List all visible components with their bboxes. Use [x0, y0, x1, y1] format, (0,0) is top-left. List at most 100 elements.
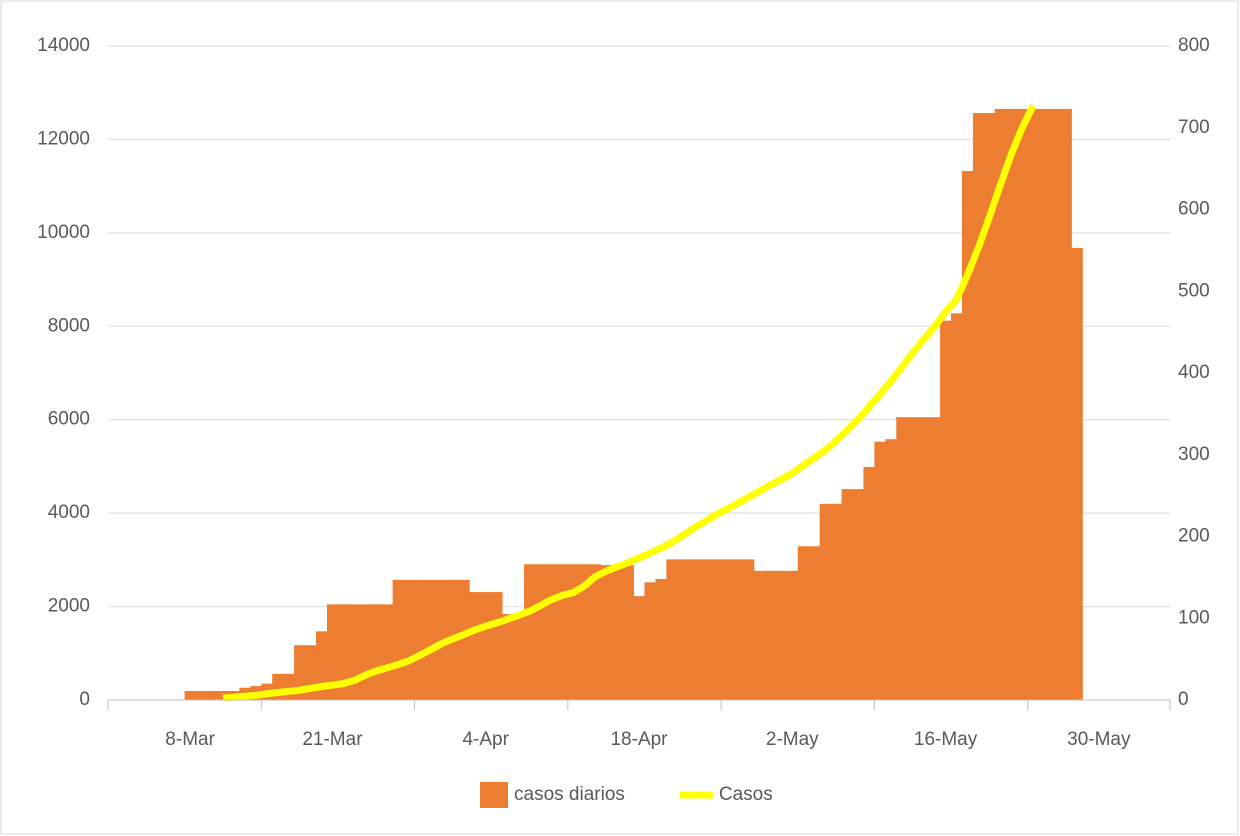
bar — [414, 579, 426, 700]
bar — [808, 546, 821, 700]
bar — [611, 565, 623, 700]
bar — [326, 604, 339, 700]
bar — [852, 489, 864, 700]
x-tick-label: 30-May — [1067, 729, 1131, 750]
bar — [1060, 108, 1072, 700]
bar — [688, 559, 700, 700]
bar — [305, 645, 317, 700]
bar — [589, 564, 602, 700]
bar — [425, 579, 437, 700]
bar — [830, 503, 842, 700]
bar — [184, 691, 196, 700]
y-tick-label: 4000 — [48, 502, 90, 523]
bar — [1005, 108, 1018, 700]
bar — [710, 559, 722, 700]
bar — [622, 565, 634, 700]
bar — [403, 579, 415, 700]
x-tick-label: 21-Mar — [302, 729, 363, 750]
y-tick-label: 14000 — [37, 35, 90, 56]
bar — [972, 113, 985, 700]
bar — [907, 417, 919, 700]
x-tick-label: 4-Apr — [462, 729, 509, 750]
y2-tick-label: 100 — [1178, 607, 1210, 628]
bar — [272, 673, 284, 700]
bar — [1038, 108, 1050, 700]
bar — [753, 570, 766, 700]
x-tick-label: 8-Mar — [165, 729, 215, 750]
bar — [666, 559, 678, 700]
y2-tick-label: 300 — [1178, 444, 1210, 465]
legend-label: Casos — [719, 784, 773, 805]
bar — [633, 596, 645, 700]
line — [222, 104, 1037, 702]
y-tick-label: 12000 — [37, 128, 90, 149]
bar — [775, 570, 788, 700]
bar — [469, 592, 481, 700]
bar — [743, 559, 755, 700]
bar — [699, 559, 711, 700]
legend-swatch — [480, 782, 508, 808]
bar — [392, 579, 405, 700]
bar — [381, 604, 394, 700]
bar — [534, 564, 547, 700]
bar — [206, 691, 218, 700]
bar — [1071, 247, 1083, 701]
bar — [677, 559, 689, 700]
bar — [1027, 108, 1040, 700]
bar — [556, 564, 569, 700]
bar — [294, 645, 306, 700]
bar — [578, 564, 591, 700]
bar — [283, 673, 295, 700]
x-tick-label: 16-May — [914, 729, 978, 750]
bar — [600, 565, 613, 700]
bar — [1016, 108, 1029, 700]
bar — [732, 559, 744, 700]
bar — [841, 489, 853, 700]
y2-tick-label: 400 — [1178, 362, 1210, 383]
bar — [370, 604, 383, 700]
y2-tick-label: 700 — [1178, 117, 1210, 138]
bar — [983, 113, 996, 700]
bar — [458, 579, 470, 700]
bar — [819, 503, 831, 700]
bar — [885, 439, 897, 700]
bar — [863, 467, 875, 700]
bar — [874, 441, 886, 700]
bar — [951, 313, 963, 700]
bar — [337, 604, 350, 700]
bar — [918, 417, 930, 700]
bar — [764, 570, 777, 700]
bar — [896, 417, 908, 700]
bar — [929, 417, 941, 700]
x-tick-label: 2-May — [766, 729, 819, 750]
y-tick-label: 10000 — [37, 222, 90, 243]
bar — [316, 631, 328, 700]
bar — [491, 592, 503, 700]
bar — [655, 579, 667, 700]
bar — [961, 171, 974, 700]
bar — [545, 564, 558, 700]
x-tick-label: 18-Apr — [610, 729, 668, 750]
y2-tick-label: 0 — [1178, 689, 1189, 710]
bar — [513, 614, 525, 700]
y2-tick-label: 800 — [1178, 35, 1210, 56]
bar — [1049, 108, 1061, 700]
bar — [359, 604, 372, 700]
bar — [502, 614, 514, 700]
bar — [644, 582, 656, 700]
y-tick-label: 0 — [79, 689, 90, 710]
y2-tick-label: 200 — [1178, 526, 1210, 547]
legend-label: casos diarios — [514, 784, 625, 805]
bar — [721, 559, 733, 700]
y2-tick-label: 600 — [1178, 199, 1210, 220]
bar — [994, 108, 1007, 700]
bar — [786, 570, 799, 700]
y-tick-label: 8000 — [48, 315, 90, 336]
y-tick-label: 6000 — [48, 409, 90, 430]
y2-tick-label: 500 — [1178, 280, 1210, 301]
bar — [797, 546, 810, 700]
bar — [567, 564, 580, 700]
y-tick-label: 2000 — [48, 596, 90, 617]
bar — [524, 564, 536, 700]
